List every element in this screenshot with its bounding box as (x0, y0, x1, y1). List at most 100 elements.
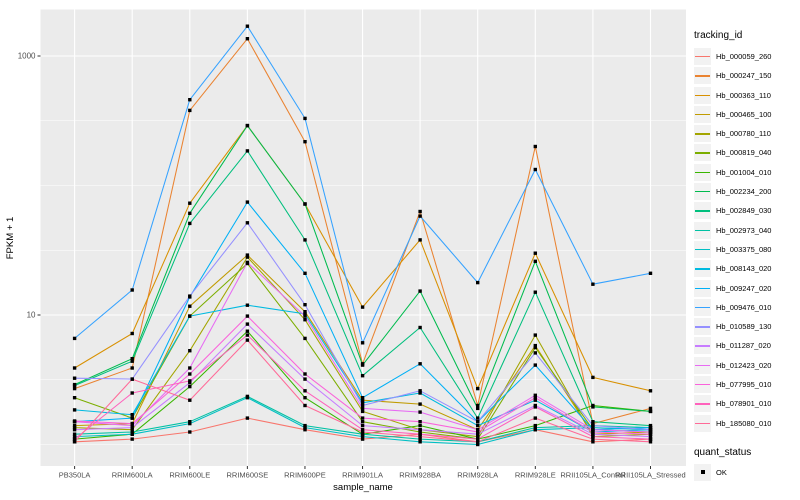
data-point (188, 421, 192, 426)
data-point (360, 434, 365, 439)
legend-label: Hb_185080_010 (716, 418, 772, 428)
legend-key-box (694, 163, 711, 181)
data-point (533, 290, 537, 294)
data-point (533, 167, 537, 172)
data-point (533, 416, 537, 420)
series-line-swatch-icon (695, 306, 710, 309)
legend-item-Hb_010589_130: Hb_010589_130 (694, 318, 800, 336)
legend-item-Hb_011287_020: Hb_011287_020 (694, 337, 800, 355)
series-line-swatch-icon (695, 345, 710, 347)
data-point (130, 416, 134, 420)
data-point (418, 214, 422, 218)
data-point (648, 409, 653, 414)
x-tick-label: RRIM600LE (169, 471, 210, 480)
data-point (360, 341, 365, 345)
legend-key-box (694, 221, 711, 239)
data-point (245, 303, 250, 307)
data-point (648, 440, 653, 444)
legend-key-box (694, 376, 711, 394)
data-point (533, 398, 537, 402)
legend-key-box (694, 395, 711, 413)
data-point (591, 437, 595, 441)
data-point (360, 374, 365, 378)
data-point (476, 416, 480, 420)
data-point (245, 24, 250, 28)
x-tick-label: PB350LA (59, 471, 91, 480)
data-point (533, 251, 537, 255)
x-tick-label: RRIM600SE (227, 471, 269, 480)
legend-item-Hb_000247_150: Hb_000247_150 (694, 67, 800, 85)
data-point (418, 428, 422, 432)
data-point (360, 305, 365, 309)
legend-items-tracking-id: Hb_000059_260 Hb_000247_150 Hb_000363_110 H… (694, 48, 800, 432)
legend-key-box (694, 240, 711, 258)
series-line-swatch-icon (695, 326, 710, 328)
legend-item-Hb_002234_200: Hb_002234_200 (694, 183, 800, 201)
x-tick-label: RRII105LA_Stressed (615, 471, 685, 480)
y-axis-label: FPKM + 1 (5, 217, 16, 260)
data-point (245, 253, 250, 257)
data-point (245, 396, 250, 400)
series-line-swatch-icon (695, 113, 710, 116)
data-point (188, 314, 192, 318)
data-point (303, 423, 307, 428)
legend-item-quant-status: OK (694, 463, 800, 481)
y-tick-label: 1000 (18, 52, 36, 61)
data-point (72, 386, 77, 391)
x-axis-label: sample_name (333, 482, 393, 493)
data-point (188, 430, 192, 434)
legend-key-box (694, 67, 711, 85)
legend-key-box (694, 105, 711, 123)
legend-label: Hb_000465_100 (716, 109, 772, 119)
data-point (476, 430, 480, 434)
data-point (245, 329, 250, 333)
legend-label: OK (716, 467, 727, 477)
data-point (303, 140, 307, 144)
data-point (648, 428, 653, 432)
data-point (591, 405, 595, 409)
data-point (418, 238, 422, 242)
data-point (303, 238, 307, 242)
x-tick-label: RRIM600PE (284, 471, 326, 480)
data-point (303, 314, 307, 318)
data-point (360, 406, 365, 411)
legend-label: Hb_000780_110 (716, 129, 771, 139)
data-point (303, 318, 307, 322)
legend-item-Hb_000059_260: Hb_000059_260 (694, 48, 800, 65)
data-point (476, 440, 480, 444)
data-point (72, 408, 77, 412)
data-point (130, 423, 134, 428)
data-point (360, 437, 365, 441)
legend-key-box (694, 318, 711, 336)
data-point (591, 430, 595, 434)
series-line-swatch-icon (695, 133, 710, 135)
legend-key-box (694, 202, 711, 220)
series-line-swatch-icon (695, 191, 710, 193)
data-point (533, 333, 537, 337)
x-tick-label: RRIM928LE (515, 471, 556, 480)
series-line-swatch-icon (695, 364, 710, 367)
data-point (591, 428, 595, 432)
data-point (476, 432, 480, 436)
data-point (476, 403, 480, 408)
data-point (648, 425, 653, 430)
data-point (648, 389, 653, 393)
data-point (648, 406, 653, 411)
data-point (533, 144, 537, 149)
data-point (303, 116, 307, 121)
data-point (72, 396, 77, 400)
data-point (188, 420, 192, 424)
data-point (188, 221, 192, 226)
legend-label: Hb_002234_200 (716, 187, 772, 197)
data-point (418, 289, 422, 293)
data-point (648, 437, 653, 441)
data-point (188, 372, 192, 376)
data-point (303, 425, 307, 430)
data-point (418, 434, 422, 439)
series-line-swatch-icon (695, 75, 710, 77)
legend-item-Hb_000819_040: Hb_000819_040 (694, 144, 800, 162)
legend-key-box (694, 356, 711, 374)
data-point (303, 202, 307, 206)
